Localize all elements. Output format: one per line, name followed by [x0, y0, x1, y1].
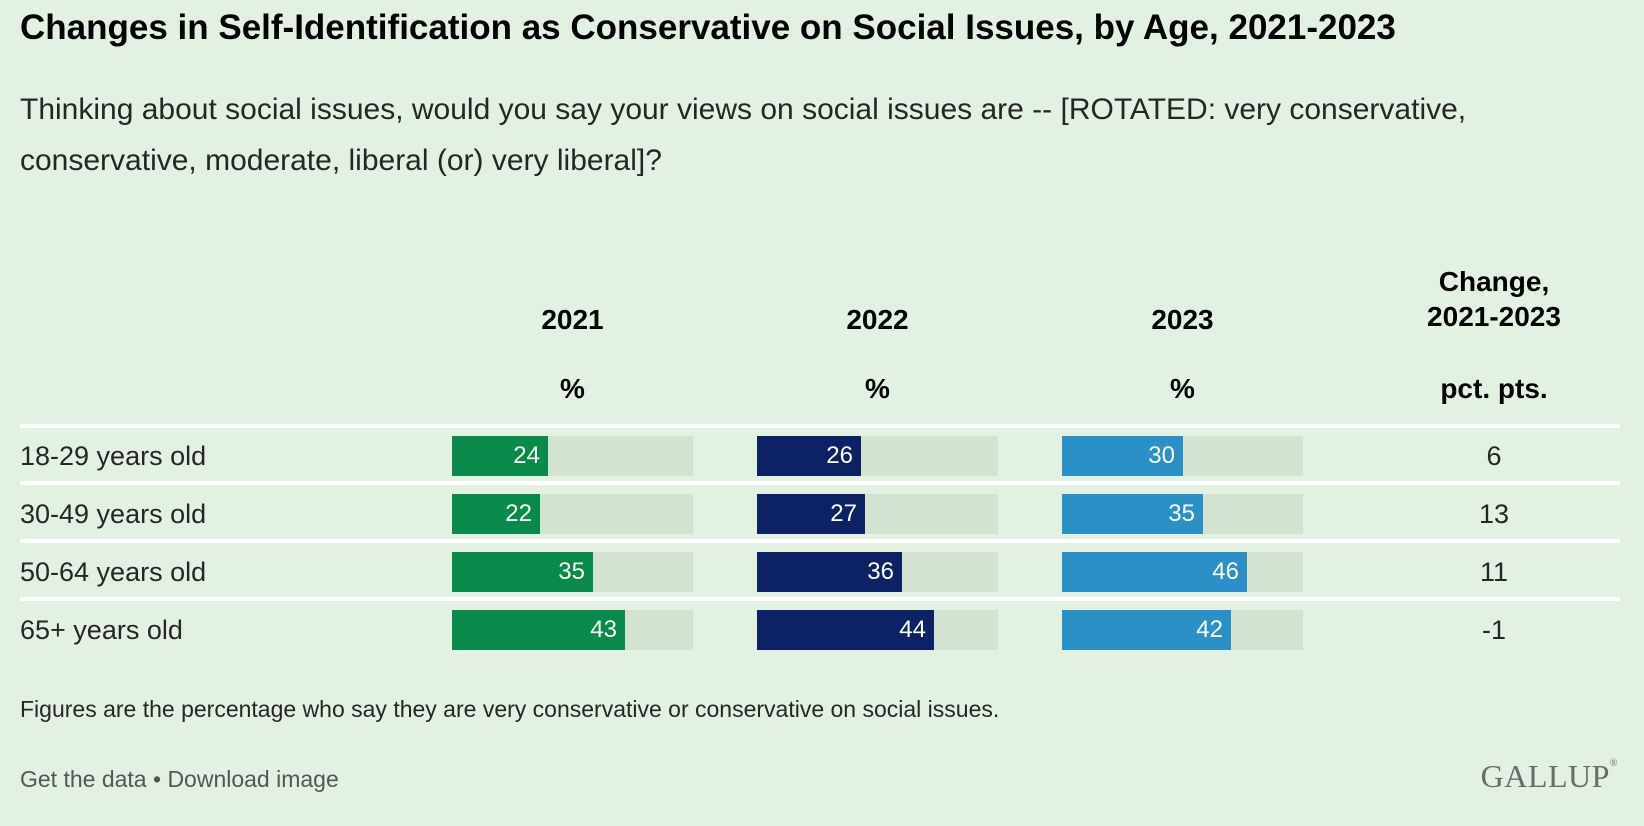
row-divider — [20, 424, 1620, 428]
bar-2022 — [757, 610, 934, 650]
bar-2021 — [452, 494, 540, 534]
chart-note: Figures are the percentage who say they … — [20, 696, 1000, 722]
bar-track: 24 — [452, 436, 693, 476]
bar-2022 — [757, 436, 861, 476]
bar-value-label: 35 — [558, 558, 585, 585]
bar-track: 46 — [1062, 552, 1303, 592]
column-header-2022: 2022 — [846, 304, 909, 335]
bar-track: 30 — [1062, 436, 1303, 476]
change-value: -1 — [1481, 615, 1506, 645]
bar-track: 22 — [452, 494, 693, 534]
bar-track: 36 — [757, 552, 998, 592]
row-label: 50-64 years old — [20, 557, 207, 587]
column-unit-2023: % — [1170, 373, 1195, 404]
column-header-2021: 2021 — [541, 304, 604, 335]
bar-2021 — [452, 552, 593, 592]
change-value: 13 — [1478, 499, 1510, 529]
bar-value-label: 42 — [1196, 616, 1223, 643]
bar-value-label: 46 — [1212, 558, 1239, 585]
row-label: 30-49 years old — [20, 499, 207, 529]
bar-2021 — [452, 436, 548, 476]
download-image-link[interactable]: Download image — [167, 766, 339, 792]
bar-track: 42 — [1062, 610, 1303, 650]
change-value: 6 — [1486, 441, 1502, 471]
bar-value-label: 27 — [830, 500, 857, 527]
change-header-line1: Change, — [1438, 266, 1550, 297]
bar-2023 — [1062, 436, 1183, 476]
bar-2023 — [1062, 610, 1231, 650]
column-unit-2021: % — [560, 373, 585, 404]
bar-value-label: 36 — [867, 558, 894, 585]
bar-track: 26 — [757, 436, 998, 476]
row-divider — [20, 539, 1620, 543]
get-data-link[interactable]: Get the data — [20, 766, 147, 792]
bar-value-label: 22 — [505, 500, 532, 527]
bar-2023 — [1062, 552, 1247, 592]
link-separator: • — [146, 766, 168, 792]
bar-2023 — [1062, 494, 1203, 534]
bar-value-label: 26 — [826, 442, 853, 469]
row-divider — [20, 481, 1620, 485]
bar-2022 — [757, 494, 865, 534]
bar-value-label: 35 — [1168, 500, 1195, 527]
bar-track: 27 — [757, 494, 998, 534]
change-value: 11 — [1479, 557, 1509, 587]
gallup-logo: GALLUP® — [1480, 758, 1618, 794]
bar-2022 — [757, 552, 902, 592]
column-header-change: Change, 2021-2023 — [1374, 264, 1614, 334]
column-unit-2022: % — [865, 373, 890, 404]
column-header-2023: 2023 — [1151, 304, 1214, 335]
footer-links: Get the data • Download image — [20, 766, 339, 793]
chart-title: Changes in Self-Identification as Conser… — [20, 8, 1396, 47]
bar-value-label: 43 — [590, 616, 617, 643]
bar-2021 — [452, 610, 625, 650]
bar-value-label: 30 — [1148, 442, 1175, 469]
row-divider — [20, 597, 1620, 601]
bar-value-label: 24 — [513, 442, 540, 469]
bar-track: 44 — [757, 610, 998, 650]
column-unit-change: pct. pts. — [1440, 373, 1548, 404]
change-header-line2: 2021-2023 — [1427, 301, 1561, 332]
row-label: 65+ years old — [20, 615, 183, 645]
chart-subtitle: Thinking about social issues, would you … — [20, 93, 1467, 177]
bar-value-label: 44 — [899, 616, 926, 643]
bar-track: 35 — [452, 552, 693, 592]
bar-track: 35 — [1062, 494, 1303, 534]
bar-track: 43 — [452, 610, 693, 650]
row-label: 18-29 years old — [20, 441, 207, 471]
